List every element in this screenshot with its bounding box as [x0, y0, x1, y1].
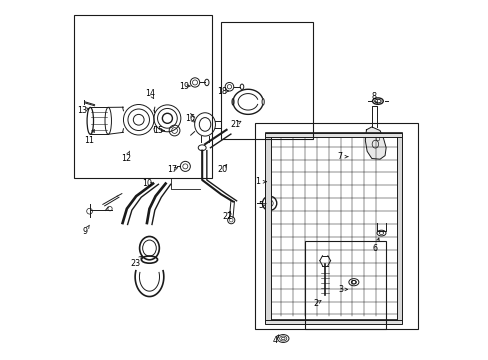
Bar: [265, 134, 402, 320]
Text: 7: 7: [336, 152, 342, 161]
Bar: [265, 133, 270, 320]
Text: 19: 19: [179, 82, 189, 91]
Text: 4: 4: [272, 336, 277, 345]
Text: 8: 8: [371, 92, 376, 101]
Text: 14: 14: [145, 89, 155, 98]
Text: 15: 15: [153, 126, 163, 135]
Text: 18: 18: [217, 86, 227, 95]
Bar: [265, 320, 402, 324]
Text: 1: 1: [255, 177, 260, 186]
Bar: [221, 22, 312, 139]
Text: 13: 13: [77, 105, 87, 114]
Text: 20: 20: [217, 166, 227, 175]
Text: 11: 11: [84, 136, 94, 145]
Bar: [74, 15, 212, 178]
Text: 17: 17: [167, 166, 177, 175]
Text: 2: 2: [313, 299, 318, 308]
Polygon shape: [365, 127, 386, 159]
Text: 9: 9: [82, 228, 87, 237]
Bar: [255, 123, 418, 329]
Text: 10: 10: [142, 179, 152, 188]
Text: 23: 23: [130, 259, 140, 268]
Text: 22: 22: [222, 212, 232, 221]
Text: 12: 12: [121, 154, 131, 163]
Text: 16: 16: [184, 114, 195, 123]
Text: 6: 6: [372, 244, 377, 253]
Bar: [265, 133, 402, 137]
Bar: [305, 241, 386, 329]
Text: 5: 5: [258, 201, 263, 210]
Text: 3: 3: [338, 285, 343, 294]
Text: 21: 21: [230, 120, 240, 129]
Bar: [396, 133, 402, 320]
